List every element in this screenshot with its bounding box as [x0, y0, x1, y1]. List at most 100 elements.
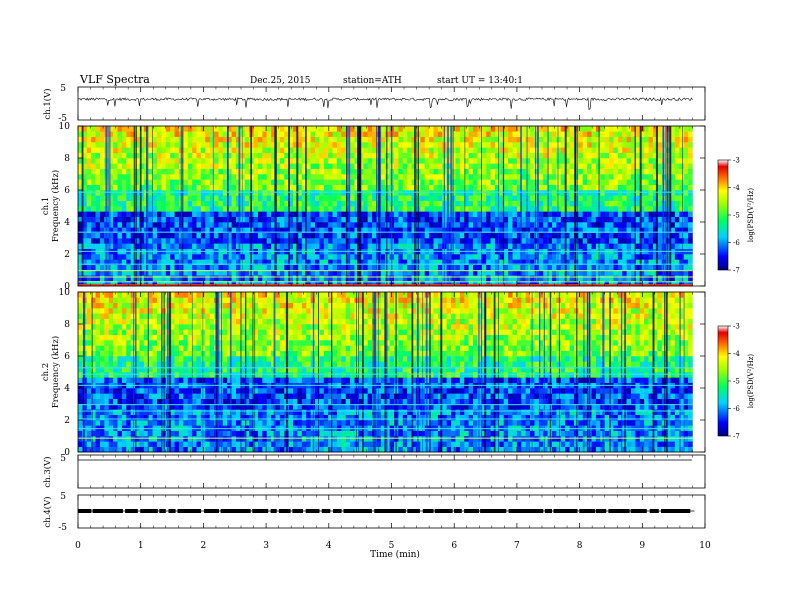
spectrogram-cell: [161, 184, 167, 191]
spectrogram-cell: [139, 147, 145, 153]
spectrogram-cell: [244, 206, 250, 212]
spectrogram-cell: [323, 275, 329, 281]
spectrogram-cell: [126, 259, 131, 265]
spectrogram-cell: [490, 206, 496, 212]
spectrogram-cell: [582, 227, 588, 233]
spectrogram-cell: [170, 131, 175, 137]
spectrogram-cell: [200, 195, 206, 201]
spectrogram-cell: [385, 152, 390, 159]
spectrogram-cell: [613, 174, 619, 180]
spectrogram-cell: [350, 254, 355, 260]
spectrogram-cell: [543, 275, 548, 281]
spectrogram-cell: [135, 436, 140, 442]
spectrogram-cell: [494, 243, 500, 249]
spectrogram-cell: [143, 211, 149, 217]
spectrogram-cell: [328, 222, 333, 228]
spectrogram-cell: [644, 238, 649, 244]
spectrogram-cell: [78, 302, 83, 309]
spectrogram-cell: [170, 126, 175, 132]
spectrogram-cell: [135, 200, 140, 207]
spectrogram-cell: [236, 243, 241, 249]
spectrogram-cell: [402, 280, 408, 287]
spectrogram-cell: [446, 131, 452, 137]
spectrogram-cell: [679, 195, 684, 201]
spectrogram-cell: [91, 216, 96, 223]
spectrogram-cell: [135, 356, 140, 362]
spectrogram-cell: [284, 200, 289, 207]
spectrogram-cell: [135, 152, 140, 159]
spectrogram-cell: [609, 126, 614, 132]
spectrogram-cell: [293, 264, 298, 271]
spectrogram-cell: [284, 222, 289, 228]
spectrogram-cell: [205, 190, 210, 196]
spectrogram-cell: [402, 190, 408, 196]
spectrogram-cell: [455, 259, 461, 265]
spectrogram-cell: [117, 195, 123, 201]
spectrogram-cell: [95, 211, 101, 217]
spectrogram-cell: [91, 152, 96, 159]
spectrogram-cell: [543, 174, 548, 180]
spectrogram-cell: [284, 243, 289, 249]
spectrogram-cell: [279, 243, 285, 249]
spectrogram-cell: [538, 152, 544, 159]
spectrogram-cell: [380, 238, 386, 244]
spectrogram-cell: [543, 158, 548, 164]
spectrogram-cell: [262, 275, 268, 281]
spectrogram-cell: [301, 190, 307, 196]
spectrogram-cell: [86, 179, 92, 185]
spectrogram-cell: [648, 174, 654, 180]
spectrogram-cell: [569, 270, 575, 276]
spectrogram-cell: [143, 206, 149, 212]
spectrogram-cell: [644, 270, 649, 276]
spectrogram-cell: [266, 168, 272, 175]
spectrogram-cell: [187, 270, 193, 276]
spectrogram-cell: [231, 222, 237, 228]
spectrogram-cell: [165, 270, 171, 276]
spectrogram-cell: [626, 227, 632, 233]
spectrogram-cell: [455, 190, 461, 196]
spectrogram-cell: [578, 184, 584, 191]
spectrogram-cell: [402, 275, 408, 281]
spectrogram-cell: [148, 232, 153, 239]
spectrogram-cell: [512, 222, 518, 228]
spectrogram-cell: [332, 195, 338, 201]
spectrogram-cell: [205, 147, 210, 153]
spectrogram-cell: [205, 179, 210, 185]
spectrogram-cell: [503, 174, 509, 180]
spectrogram-cell: [437, 179, 443, 185]
spectrogram-cell: [477, 136, 483, 143]
spectrogram-cell: [600, 147, 605, 153]
spectrogram-cell: [152, 163, 158, 169]
spectrogram-cell: [538, 163, 544, 169]
spectrogram-cell: [626, 259, 632, 265]
spectrogram-cell: [82, 142, 88, 148]
spectrogram-cell: [86, 280, 92, 287]
spectrogram-cell: [429, 147, 434, 153]
spectrogram-cell: [565, 270, 570, 276]
spectrogram-cell: [429, 259, 434, 265]
spectrogram-cell: [78, 168, 83, 175]
spectrogram-cell: [372, 195, 377, 201]
spectrogram-cell: [209, 152, 215, 159]
spectrogram-cell: [323, 211, 329, 217]
spectrogram-cell: [626, 211, 632, 217]
spectrogram-cell: [367, 126, 373, 132]
spectrogram-cell: [679, 142, 684, 148]
spectrogram-cell: [648, 190, 654, 196]
spectrogram-cell: [477, 254, 483, 260]
spectrogram-cell: [481, 243, 487, 249]
spectrogram-cell: [639, 254, 645, 260]
spectrogram-cell: [174, 152, 180, 159]
spectrogram-cell: [481, 168, 487, 175]
spectrogram-cell: [257, 254, 263, 260]
spectrogram-cell: [113, 142, 118, 148]
spectrogram-cell: [494, 254, 500, 260]
spectrogram-cell: [508, 259, 513, 265]
spectrogram-cell: [402, 222, 408, 228]
spectrogram-cell: [143, 179, 149, 185]
spectrogram-cell: [367, 195, 373, 201]
spectrogram-cell: [91, 200, 96, 207]
spectrogram-cell: [135, 345, 140, 351]
spectrogram-cell: [165, 216, 171, 223]
spectrogram-cell: [218, 227, 224, 233]
